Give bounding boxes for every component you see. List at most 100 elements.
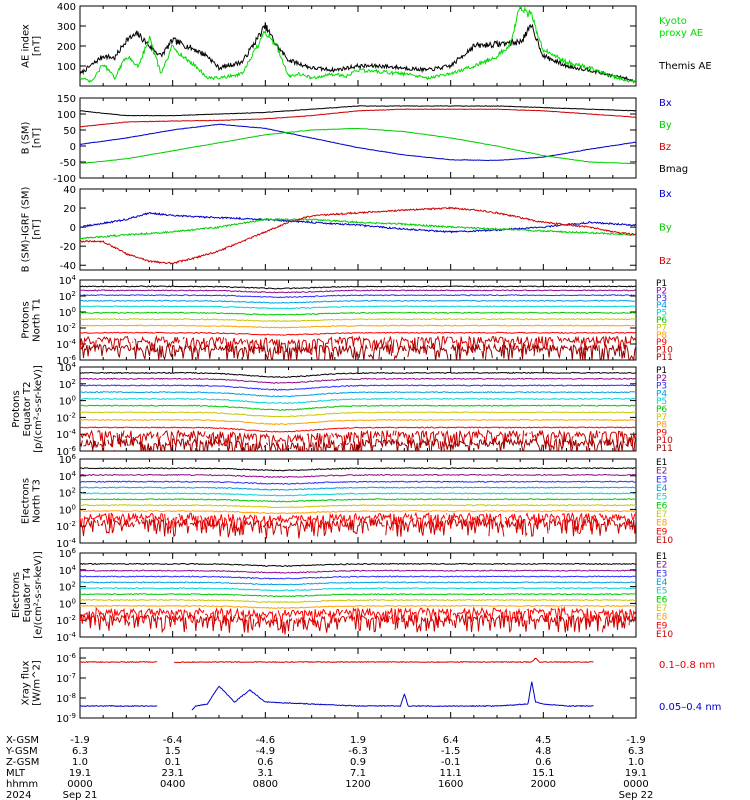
series-legend-label: Bx: [659, 189, 672, 200]
channel-legend-label: P5: [656, 309, 667, 319]
channel-legend-label: E6: [656, 501, 668, 511]
channel-legend-label: E7: [656, 604, 667, 614]
y-axis-label: [nT]: [32, 219, 43, 239]
x-tick-label: 6.4: [443, 735, 459, 746]
y-tick-label: 102: [59, 581, 76, 594]
x-tick-label: 1200: [345, 779, 370, 790]
x-tick-label: -4.9: [256, 746, 276, 757]
channel-legend-label: P11: [656, 353, 673, 363]
y-tick-label: 104: [59, 470, 77, 483]
y-tick-label: 104: [59, 274, 77, 287]
series-line-bz: [80, 108, 636, 128]
channel-line-e5: [80, 587, 636, 592]
channel-legend-label: P10: [656, 436, 673, 446]
y-axis-label: Equator T2: [22, 382, 33, 437]
series-line-bx: [80, 211, 636, 234]
x-tick-label: 7.1: [350, 768, 366, 779]
channel-line-p2: [80, 289, 636, 294]
panel-xray: 10-9 10-8 10-7 10-6 Xray flux [W/m^2] 0.1–0.8 …: [21, 647, 721, 725]
y-tick-label: 100: [59, 395, 76, 408]
y-axis-label: AE index: [21, 24, 32, 68]
channel-line-e5: [80, 492, 636, 497]
channel-legend-label: P8: [656, 421, 667, 431]
panel-frame: [79, 97, 637, 179]
y-tick-label: 10-4: [56, 428, 76, 441]
channel-legend-label: E6: [656, 595, 668, 605]
y-tick-label: 100: [59, 306, 76, 319]
channel-legend-label: P9: [656, 338, 667, 348]
series-line-bmag: [80, 105, 636, 117]
channel-line-e10: [80, 613, 636, 635]
y-axis-label: Protons: [11, 390, 22, 427]
series-line-themis-ae: [80, 22, 636, 84]
panel-plot-area: [80, 467, 636, 539]
channel-legend-label: E9: [656, 527, 668, 537]
channel-line-p4: [80, 391, 636, 398]
x-tick-label: -4.6: [256, 735, 276, 746]
y-tick-label: 40: [63, 185, 76, 196]
panel-plot-area: [80, 371, 636, 451]
series-legend-label: By: [659, 120, 672, 131]
channel-line-e7: [80, 504, 636, 509]
channel-line-p7: [80, 318, 636, 323]
channel-line-e6: [80, 498, 636, 503]
panel-frame: [79, 647, 637, 719]
x-tick-label: 1.5: [165, 746, 181, 757]
y-axis-label: Protons: [21, 301, 32, 338]
y-axis-label: [nT]: [32, 128, 43, 148]
x-axis-row-label: 2024: [6, 790, 31, 800]
x-tick-label: 6.3: [72, 746, 88, 757]
y-tick-label: 0: [70, 142, 76, 153]
y-axis-label: Electrons: [21, 478, 32, 524]
y-axis-label: [p/(cm²-s-sr-keV)]: [33, 365, 44, 453]
y-tick-label: 106: [59, 547, 77, 560]
channel-legend-label: E5: [656, 587, 667, 597]
series-legend-label: 0.1–0.8 nm: [659, 660, 715, 671]
x-tick-label: Sep 21: [63, 790, 98, 800]
x-tick-label: -1.9: [70, 735, 90, 746]
x-tick-label: 0400: [160, 779, 185, 790]
channel-legend-label: E3: [656, 569, 667, 579]
y-tick-label: 104: [59, 564, 77, 577]
channel-legend-label: E3: [656, 475, 667, 485]
x-axis-row-label: MLT: [6, 768, 26, 779]
channel-line-e1: [80, 467, 636, 472]
channel-line-e10: [80, 517, 636, 539]
series-line-0-05-0-4-nm: [80, 681, 594, 711]
x-tick-label: 1600: [438, 779, 463, 790]
y-tick-label: -40: [60, 261, 76, 272]
series-line-by: [80, 217, 636, 240]
channel-line-e8: [80, 604, 636, 609]
channel-line-p7: [80, 411, 636, 418]
channel-legend-label: E8: [656, 613, 668, 623]
y-axis-label: North T3: [32, 479, 43, 523]
panel-plot-area: [80, 657, 594, 711]
channel-line-e3: [80, 575, 636, 580]
channel-legend-label: P2: [656, 286, 667, 296]
y-tick-label: -20: [60, 242, 76, 253]
series-legend-label: Bz: [659, 256, 671, 267]
series-line-0-1-0-8-nm: [80, 657, 594, 664]
channel-line-p3: [80, 294, 636, 299]
panel-plot-area: [80, 105, 636, 165]
channel-line-e1: [80, 562, 636, 568]
channel-legend-label: P10: [656, 346, 673, 356]
panel-bigrf: -40 -20 0 20 40 B (SM)-IGRF (SM) [nT] Bx By Bz: [21, 185, 672, 272]
channel-line-p11: [80, 437, 636, 451]
channel-legend-label: P5: [656, 397, 667, 407]
panel-plot-area: [80, 562, 636, 635]
x-axis-row-label: hhmm: [6, 779, 38, 790]
y-tick-label: 200: [57, 42, 76, 53]
x-axis-row-label: Y-GSM: [5, 746, 38, 757]
channel-line-p6: [80, 311, 636, 316]
channel-legend-label: E4: [656, 578, 668, 588]
channel-legend-label: P6: [656, 405, 667, 415]
x-tick-label: 1.0: [72, 757, 88, 768]
y-tick-label: 300: [57, 22, 76, 33]
series-line-bz: [80, 206, 636, 265]
x-tick-label: 6.3: [628, 746, 644, 757]
